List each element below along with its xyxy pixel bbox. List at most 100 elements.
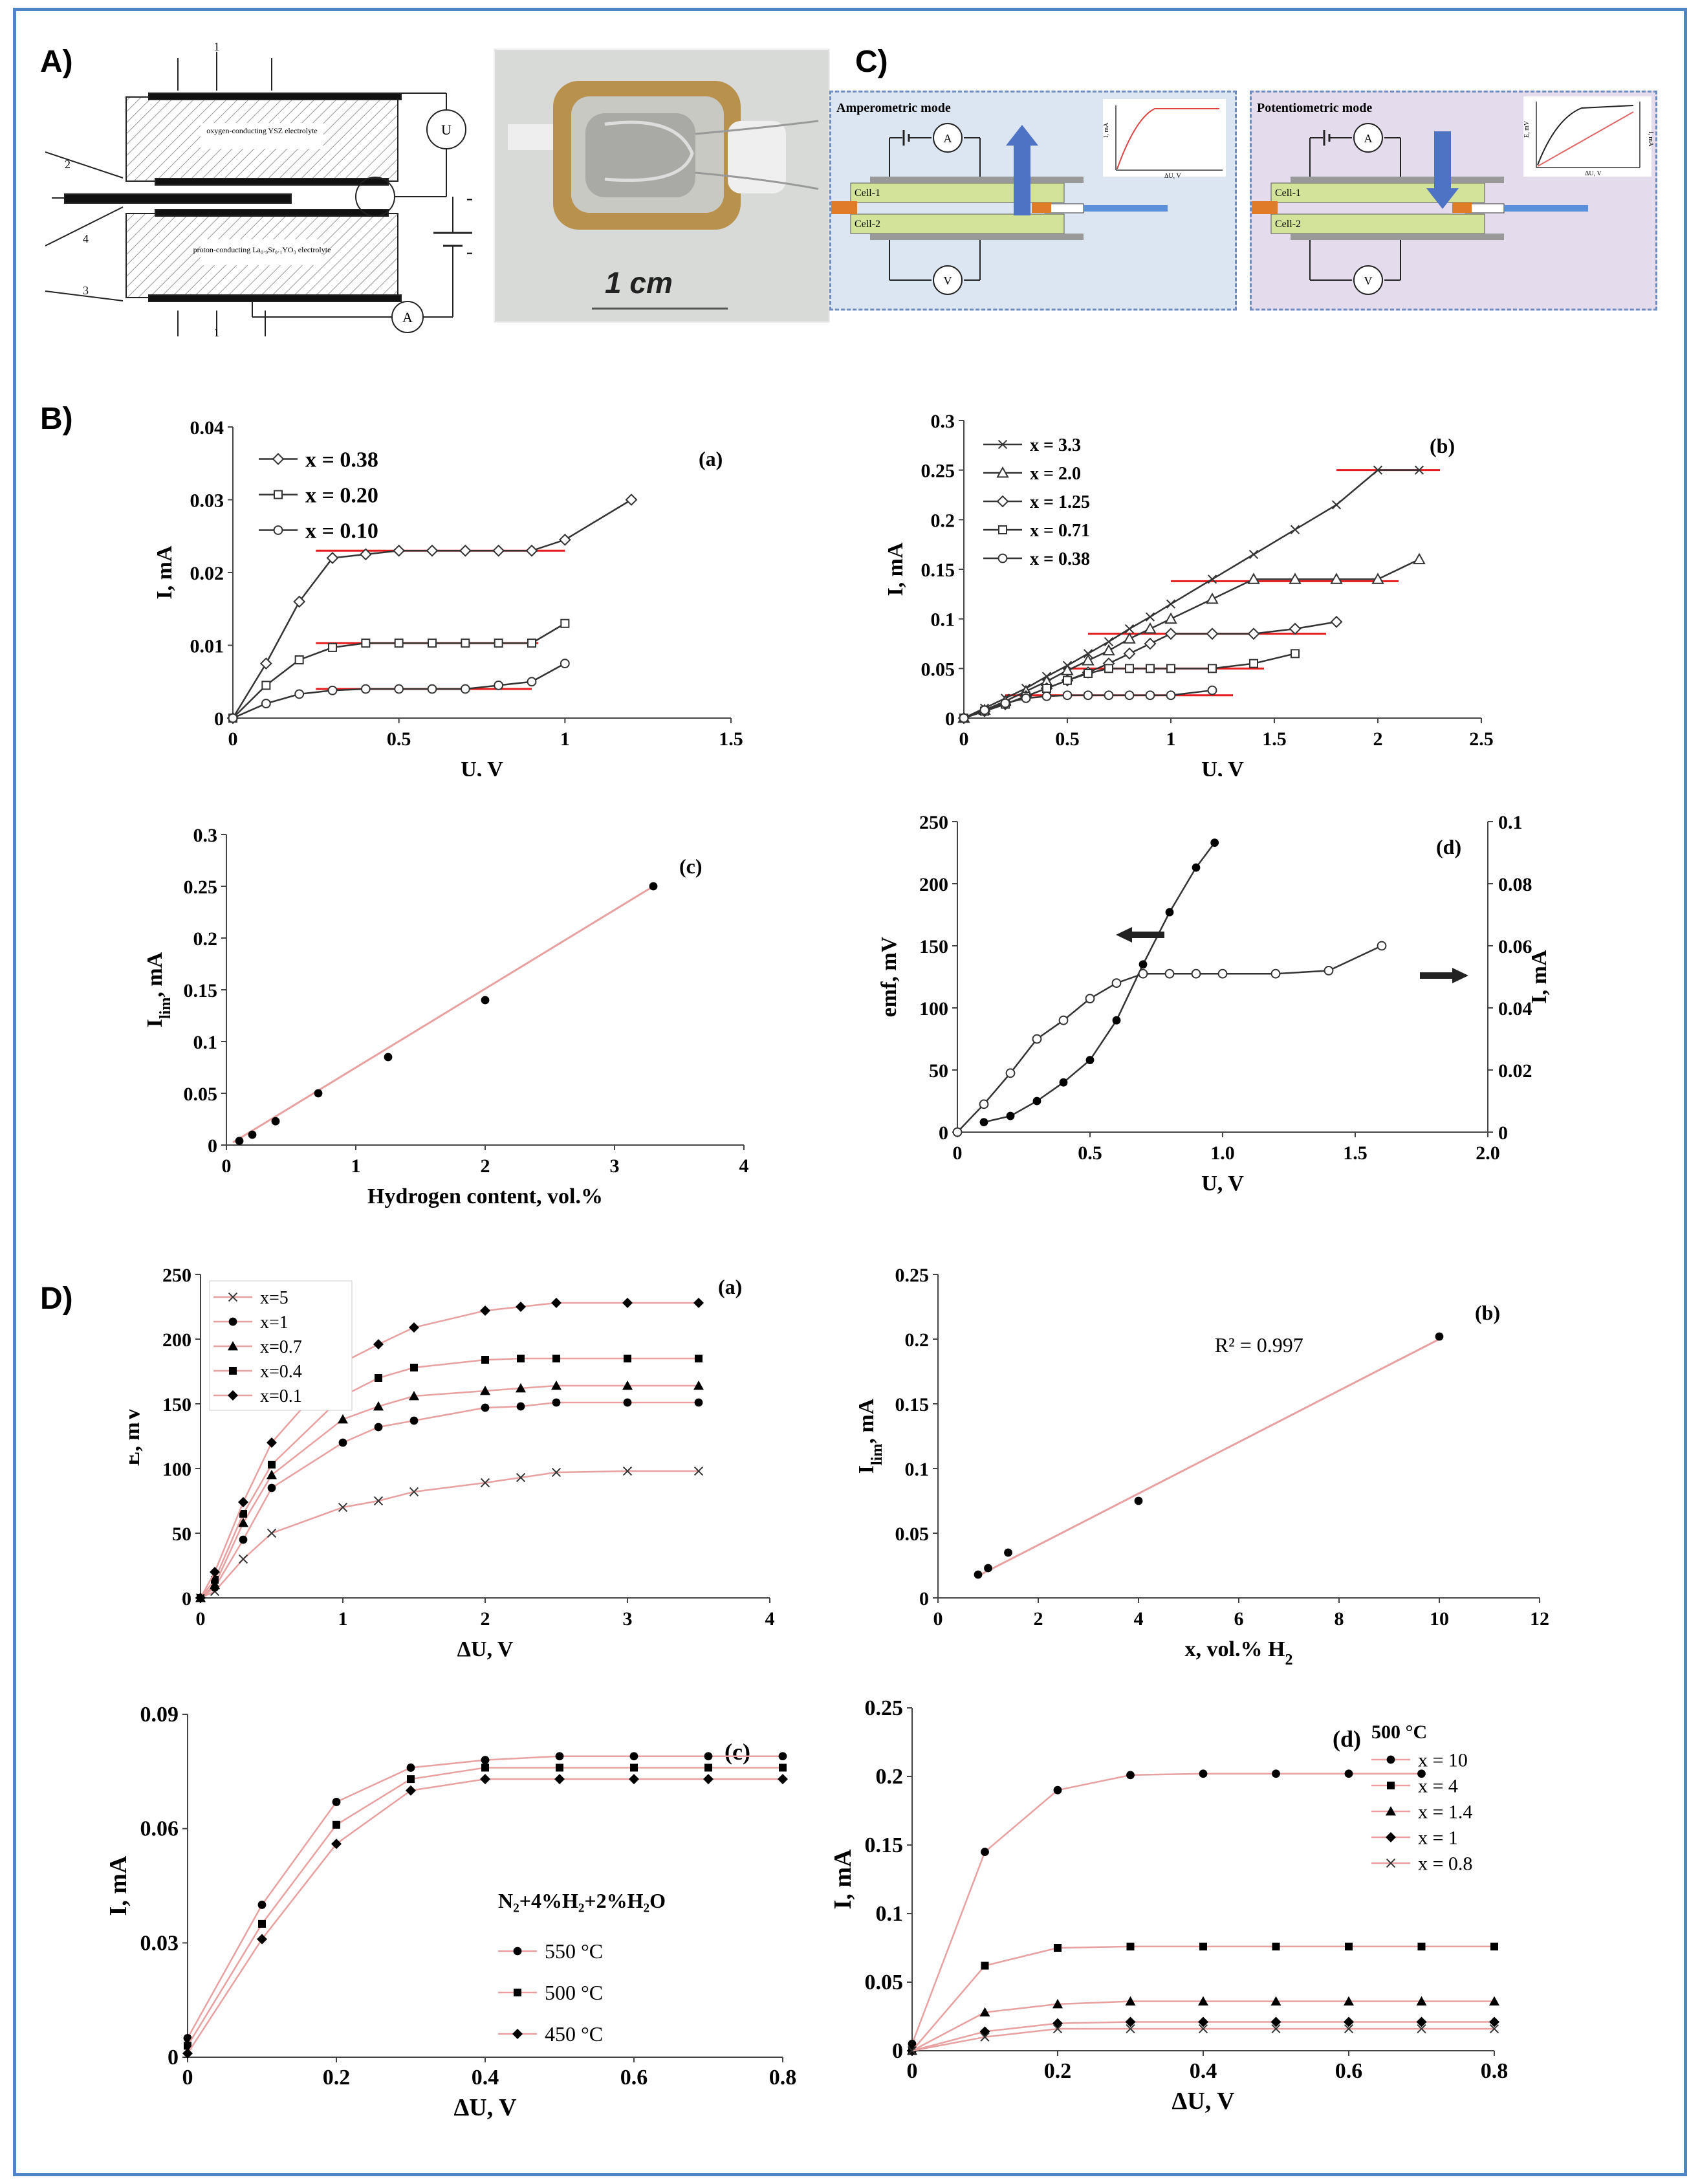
data-point (293, 595, 306, 608)
y-tick-label: 250 (162, 1265, 191, 1286)
x-tick-label: 2.0 (1476, 1142, 1500, 1164)
y2-tick-label: 0 (1498, 1122, 1508, 1144)
data-point (1052, 2024, 1063, 2034)
data-point (1164, 968, 1175, 979)
x-tick-label: 2 (1034, 1608, 1043, 1630)
y-tick-label: 0.25 (921, 461, 955, 482)
x-tick-label: 12 (1530, 1608, 1549, 1630)
data-point (1272, 1942, 1280, 1950)
data-point (338, 1414, 348, 1424)
data-point (1083, 649, 1093, 659)
panel-tag: (a) (699, 447, 723, 470)
data-point (1164, 612, 1177, 624)
x-axis-label: x, vol.% H2 (1185, 1637, 1293, 1668)
data-point (1166, 664, 1175, 673)
callout-1-bottom: 1 (214, 326, 220, 336)
x-tick-label: 0.8 (769, 2066, 797, 2090)
y-tick-label: 200 (919, 874, 948, 895)
y2-axis-label: I, mA (1527, 950, 1551, 1004)
legend-label: x=0.4 (260, 1362, 302, 1382)
y-axis-label: I, mA (153, 545, 177, 600)
legend-marker (228, 1292, 238, 1302)
data-point (373, 1401, 384, 1411)
data-point (460, 684, 470, 694)
legend-marker (1386, 1832, 1396, 1842)
data-point (409, 1391, 419, 1401)
data-point (1102, 644, 1115, 656)
data-point (239, 1510, 247, 1518)
data-point (560, 618, 570, 628)
data-point (779, 1764, 787, 1772)
data-point (1006, 1111, 1015, 1120)
y-tick-label: 0.09 (140, 1703, 179, 1727)
legend-marker (229, 1367, 237, 1375)
x-tick-label: 0 (182, 2066, 193, 2090)
data-point (211, 1576, 219, 1584)
x-tick-label: 3 (610, 1155, 620, 1177)
legend-label: 500 °C (545, 1981, 603, 2004)
y-tick-label: 0 (892, 2039, 903, 2063)
data-point (1206, 628, 1219, 640)
data-point (267, 1470, 277, 1480)
panel-label-a: A) (40, 45, 73, 79)
chart-d-c: 0 0.2 0.4 0.6 0.8 0 0.03 0.06 0.09 ΔU, V I, mA (c) N… (105, 1703, 797, 2121)
legend-label: x = 0.10 (305, 519, 378, 543)
data-point (407, 1775, 415, 1784)
amp-inset-xlabel: ΔU, V (1164, 173, 1181, 180)
y-tick-label: 0.04 (190, 417, 224, 439)
x-tick-label: 0 (907, 2059, 918, 2083)
data-point (1005, 1068, 1016, 1078)
legend-label: x = 2.0 (1030, 464, 1081, 484)
data-point (622, 1466, 633, 1476)
pot-voltmeter-label: V (1364, 274, 1373, 287)
data-point (406, 1785, 416, 1796)
data-point (294, 689, 305, 699)
data-point (630, 1764, 638, 1772)
x-tick-label: 10 (1430, 1608, 1449, 1630)
data-point (1270, 968, 1281, 979)
y-axis-label-sub: lim (157, 998, 174, 1019)
y-tick-label: 0.1 (193, 1032, 218, 1053)
x-tick-label: 3 (623, 1608, 633, 1630)
x-axis-label: ΔU, V (453, 2094, 517, 2121)
series-line (186, 1778, 783, 2054)
legend-label: 450 °C (545, 2022, 603, 2046)
data-point (555, 1752, 564, 1761)
data-point (1199, 1942, 1207, 1950)
data-point (1123, 647, 1136, 660)
y-tick-label: 0.25 (184, 877, 218, 898)
legend-marker (273, 525, 283, 535)
data-point (1058, 1015, 1069, 1025)
y-tick-label: 0.02 (190, 563, 224, 584)
legend-marker (996, 466, 1009, 478)
x-tick-label: 1.5 (1262, 728, 1287, 750)
y-tick-label: 0.15 (921, 560, 955, 581)
series-line (200, 1401, 699, 1599)
series-line (200, 1470, 699, 1599)
y-tick-label: 0.15 (865, 1833, 904, 1857)
legend-label: x = 0.20 (305, 483, 378, 507)
data-point (516, 1383, 526, 1393)
y-axis-label: E, mV (129, 1406, 144, 1466)
panel-label-c: C) (855, 45, 888, 79)
legend-marker (998, 525, 1007, 534)
data-point (331, 1839, 342, 1850)
data-point (625, 494, 638, 506)
y2-tick-label: 0.1 (1498, 812, 1523, 833)
data-point (314, 1089, 323, 1098)
panel-tag: (d) (1436, 835, 1461, 858)
legend-marker (274, 490, 283, 499)
data-point (1414, 465, 1424, 475)
data-point (481, 1356, 489, 1364)
x-tick-label: 8 (1335, 1608, 1344, 1630)
data-point (294, 655, 304, 664)
y-tick-label: 0.03 (140, 1931, 179, 1955)
y-tick-label: 0 (939, 1122, 948, 1144)
y-tick-label: 0.3 (931, 411, 955, 432)
data-point (952, 1127, 963, 1137)
data-point (375, 1374, 382, 1382)
data-point (516, 1402, 525, 1411)
series-line (186, 1755, 783, 2039)
data-point (261, 681, 271, 690)
data-point (1207, 574, 1217, 584)
